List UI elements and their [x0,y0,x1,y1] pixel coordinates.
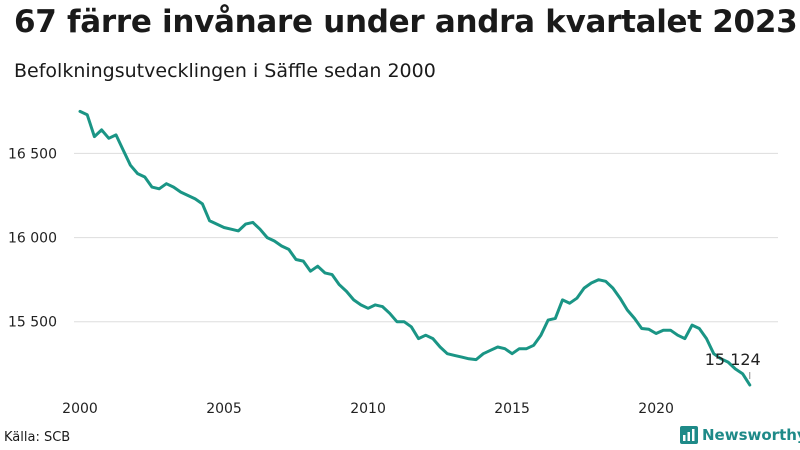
source-note: Källa: SCB [4,430,71,445]
newsworthy-logo-icon [680,426,698,444]
y-tick-label: 15 500 [8,315,57,331]
data-series [78,109,752,387]
x-axis-ticks: 2000 2005 2010 2015 2020 [62,401,674,417]
brand-logo: Newsworthy [680,426,800,444]
end-annotation: 15 124 [705,350,761,380]
chart-subtitle: Befolkningsutvecklingen i Säffle sedan 2… [14,60,436,82]
brand-name: Newsworthy [702,426,800,444]
x-tick-label: 2020 [638,401,674,417]
chart-title: 67 färre invånare under andra kvartalet … [14,4,798,40]
gridlines [74,152,778,323]
end-label: 15 124 [705,350,761,369]
x-tick-label: 2015 [494,401,530,417]
population-line [78,109,752,387]
y-axis-ticks: 15 500 16 000 16 500 [8,146,57,330]
x-tick-label: 2000 [62,401,98,417]
x-tick-label: 2010 [350,401,386,417]
y-tick-label: 16 500 [8,146,57,162]
y-tick-label: 16 000 [8,231,57,247]
x-tick-label: 2005 [206,401,242,417]
